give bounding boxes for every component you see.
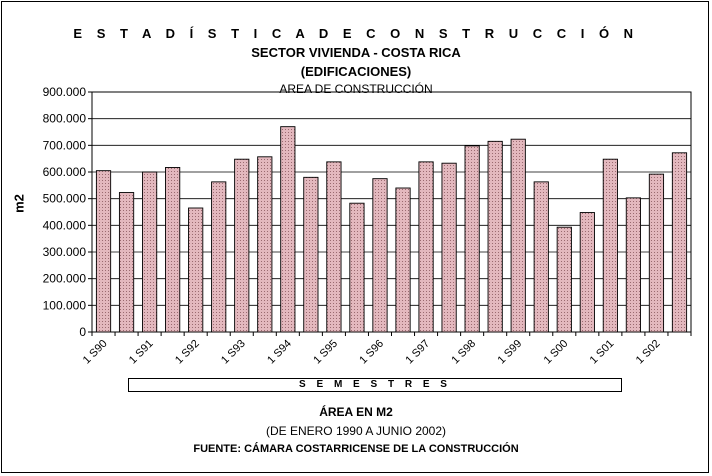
x-tick-label: 1 S01 bbox=[588, 338, 617, 367]
bar bbox=[648, 173, 665, 333]
bar bbox=[510, 138, 526, 333]
x-tick-label: 1 S93 bbox=[219, 338, 248, 367]
bar bbox=[533, 181, 549, 333]
footer-area-label: ÁREA EN M2 bbox=[319, 405, 393, 419]
bar bbox=[418, 161, 434, 333]
bar bbox=[188, 207, 204, 333]
bar bbox=[395, 187, 411, 333]
x-tick-label: 1 S92 bbox=[173, 338, 202, 367]
x-tick-label: 1 S98 bbox=[449, 338, 478, 367]
y-tick-label: 900.000 bbox=[43, 85, 87, 99]
bar bbox=[234, 158, 250, 333]
y-tick-label: 200.000 bbox=[43, 272, 87, 286]
bar bbox=[579, 212, 595, 333]
x-tick-label: 1 S94 bbox=[265, 338, 294, 367]
y-tick-label: 500.000 bbox=[43, 192, 87, 206]
footer-date-range: (DE ENERO 1990 A JUNIO 2002) bbox=[265, 424, 447, 438]
y-tick-label: 400.000 bbox=[43, 218, 87, 232]
footer-source: FUENTE: CÁMARA COSTARRICENSE DE LA CONST… bbox=[193, 443, 519, 455]
y-tick-label: 300.000 bbox=[43, 245, 87, 259]
x-tick-label: 1 S91 bbox=[127, 338, 156, 367]
bar bbox=[211, 181, 227, 333]
x-axis-label-box: S E M E S T R E S bbox=[128, 378, 622, 392]
x-tick-label: 1 S99 bbox=[496, 338, 525, 367]
chart-title: E S T A D Í S T I C A D E C O N S T R U … bbox=[73, 26, 639, 41]
bar bbox=[349, 202, 365, 333]
chart-subtitle-edificaciones: (EDIFICACIONES) bbox=[300, 64, 412, 79]
bar bbox=[303, 176, 319, 333]
bar bbox=[441, 162, 457, 333]
bar bbox=[326, 161, 342, 333]
bar bbox=[118, 192, 135, 333]
chart-subtitle-sector: SECTOR VIVIENDA - COSTA RICA bbox=[251, 45, 461, 60]
y-tick-label: 600.000 bbox=[43, 165, 87, 179]
bar bbox=[165, 167, 181, 333]
y-tick-label: 100.000 bbox=[43, 298, 87, 312]
bar bbox=[671, 152, 688, 333]
y-tick-label: 0 bbox=[79, 325, 86, 339]
x-tick-label: 1 S96 bbox=[357, 338, 386, 367]
x-tick-label: 1 S02 bbox=[634, 338, 663, 367]
x-tick-label: 1 S90 bbox=[81, 338, 110, 367]
bar bbox=[142, 171, 158, 333]
bar bbox=[257, 156, 273, 333]
bar bbox=[280, 126, 296, 333]
y-tick-label: 800.000 bbox=[43, 112, 87, 126]
bar bbox=[372, 178, 388, 333]
y-tick-label: 700.000 bbox=[43, 138, 87, 152]
x-tick-label: 1 S97 bbox=[403, 338, 432, 367]
plot-area bbox=[91, 91, 692, 333]
bar bbox=[487, 140, 503, 333]
x-tick-label: 1 S95 bbox=[311, 338, 340, 367]
x-tick-label: 1 S00 bbox=[542, 338, 571, 367]
bar bbox=[602, 158, 618, 333]
bar bbox=[95, 170, 112, 333]
bar bbox=[556, 226, 572, 333]
bar bbox=[625, 197, 641, 333]
bar bbox=[464, 145, 480, 333]
